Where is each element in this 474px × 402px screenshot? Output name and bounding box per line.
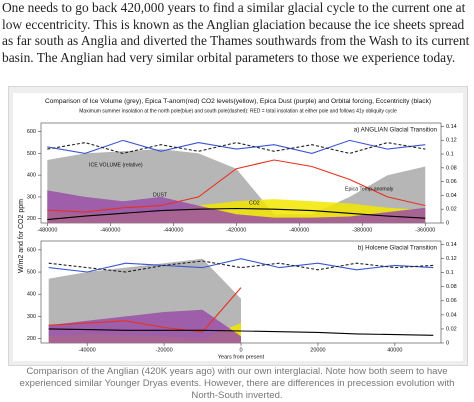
annotation: ICE VOLUME (relative) (89, 162, 143, 168)
y-tick-label: 500 (27, 151, 36, 157)
figure: Comparison of Ice Volume (grey), Epica T… (8, 86, 468, 366)
y-tick-label: 600 (27, 129, 36, 135)
figure-title: Comparison of Ice Volume (grey), Epica T… (45, 98, 431, 105)
y-tick-label: 200 (27, 216, 36, 222)
x-tick-label: -360000 (415, 227, 435, 233)
y2-tick-label: 0.08 (446, 284, 457, 290)
series-line (47, 207, 426, 221)
y2-tick-label: 0.1 (446, 270, 454, 276)
series-line (47, 159, 426, 213)
y2-tick-label: 0.14 (446, 242, 457, 248)
caption: Comparison of the Anglian (420K years ag… (19, 366, 455, 401)
y2-tick-label: 0.06 (446, 179, 457, 185)
y2-tick-label: 0.04 (446, 193, 457, 199)
y-tick-label: 600 (27, 247, 36, 253)
y2-tick-label: 0.14 (446, 124, 457, 130)
paragraph: One needs to go back 420,000 years to fi… (2, 0, 470, 65)
annotation: CO2 (249, 200, 260, 206)
series-line (48, 258, 434, 273)
y2-tick-label: 0.06 (446, 298, 457, 304)
y-tick-label: 500 (27, 269, 36, 275)
x-tick-label: 20000 (310, 347, 325, 353)
y2-tick-label: 0 (446, 340, 449, 346)
series-area (48, 309, 242, 343)
x-tick-label: -380000 (352, 227, 372, 233)
figure-subtitle: Maximum summer insolation at the north p… (79, 108, 397, 114)
y-axis-label: W/m2 and for CO2 ppm (18, 199, 25, 273)
x-tick-label: 0 (239, 347, 242, 353)
y-tick-label: 300 (27, 194, 36, 200)
x-tick-label: -480000 (37, 227, 57, 233)
x-tick-label: -420000 (226, 227, 246, 233)
x-tick-label: -20000 (156, 347, 173, 353)
y2-tick-label: 0.12 (446, 138, 457, 144)
x-tick-label: -460000 (100, 227, 120, 233)
series-line (47, 139, 426, 154)
y-tick-label: 200 (27, 336, 36, 342)
panel-title: b) Holcene Glacial Transition (358, 245, 438, 252)
series-line (48, 328, 434, 336)
x-tick-label: -440000 (163, 227, 183, 233)
annotation: Epica Temp-anomaly (345, 186, 394, 192)
y2-tick-label: 0.04 (446, 312, 457, 318)
y-tick-label: 400 (27, 173, 36, 179)
y2-tick-label: 0.02 (446, 207, 457, 213)
x-tick-label: -400000 (289, 227, 309, 233)
x-axis-label: Years from present (218, 354, 265, 360)
y2-tick-label: 0.12 (446, 256, 457, 262)
y2-tick-label: 0.1 (446, 151, 454, 157)
x-tick-label: -40000 (79, 347, 96, 353)
panel-title: a) ANGLIAN Glacial Transition (354, 127, 438, 134)
x-tick-label: 40000 (387, 347, 402, 353)
y-tick-label: 300 (27, 314, 36, 320)
chart: Comparison of Ice Volume (grey), Epica T… (13, 93, 463, 361)
series-line (48, 287, 242, 333)
y-tick-label: 400 (27, 292, 36, 298)
y2-tick-label: 0.02 (446, 326, 457, 332)
y2-tick-label: 0 (446, 220, 449, 226)
annotation: DUST (153, 192, 168, 198)
series-area (47, 190, 426, 223)
series-line (47, 142, 426, 154)
y2-tick-label: 0.08 (446, 165, 457, 171)
